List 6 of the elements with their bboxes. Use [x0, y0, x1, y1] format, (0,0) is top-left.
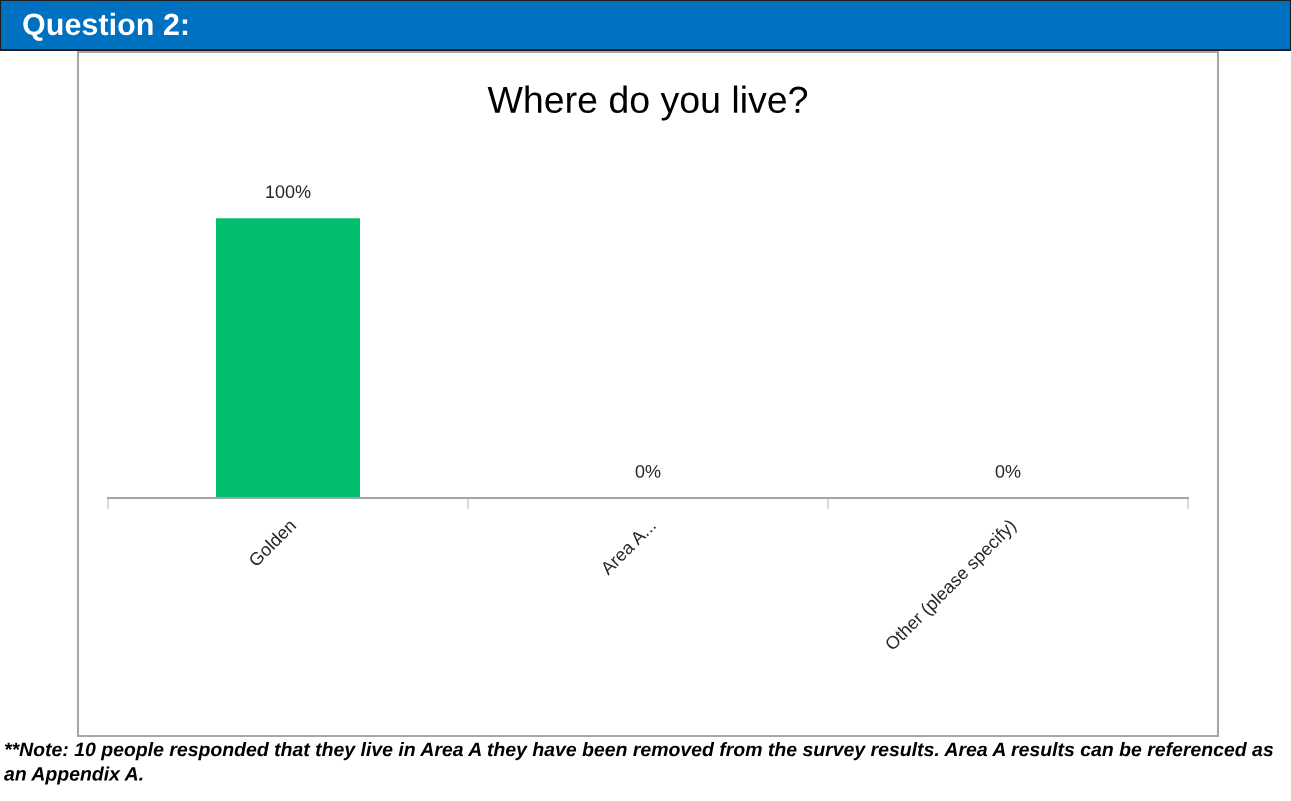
data-label: 100% — [266, 185, 311, 199]
data-label: 0% — [635, 464, 661, 478]
data-label: 0% — [995, 464, 1021, 478]
text: **Note: 10 people responded that they live in Area A they have been removed from the survey results. Area A results can be referenced as an Appendix A. — [4, 742, 1274, 785]
chart-title: Question 2: — [23, 12, 188, 41]
chart-subtitle: Where do you live? — [487, 85, 808, 121]
